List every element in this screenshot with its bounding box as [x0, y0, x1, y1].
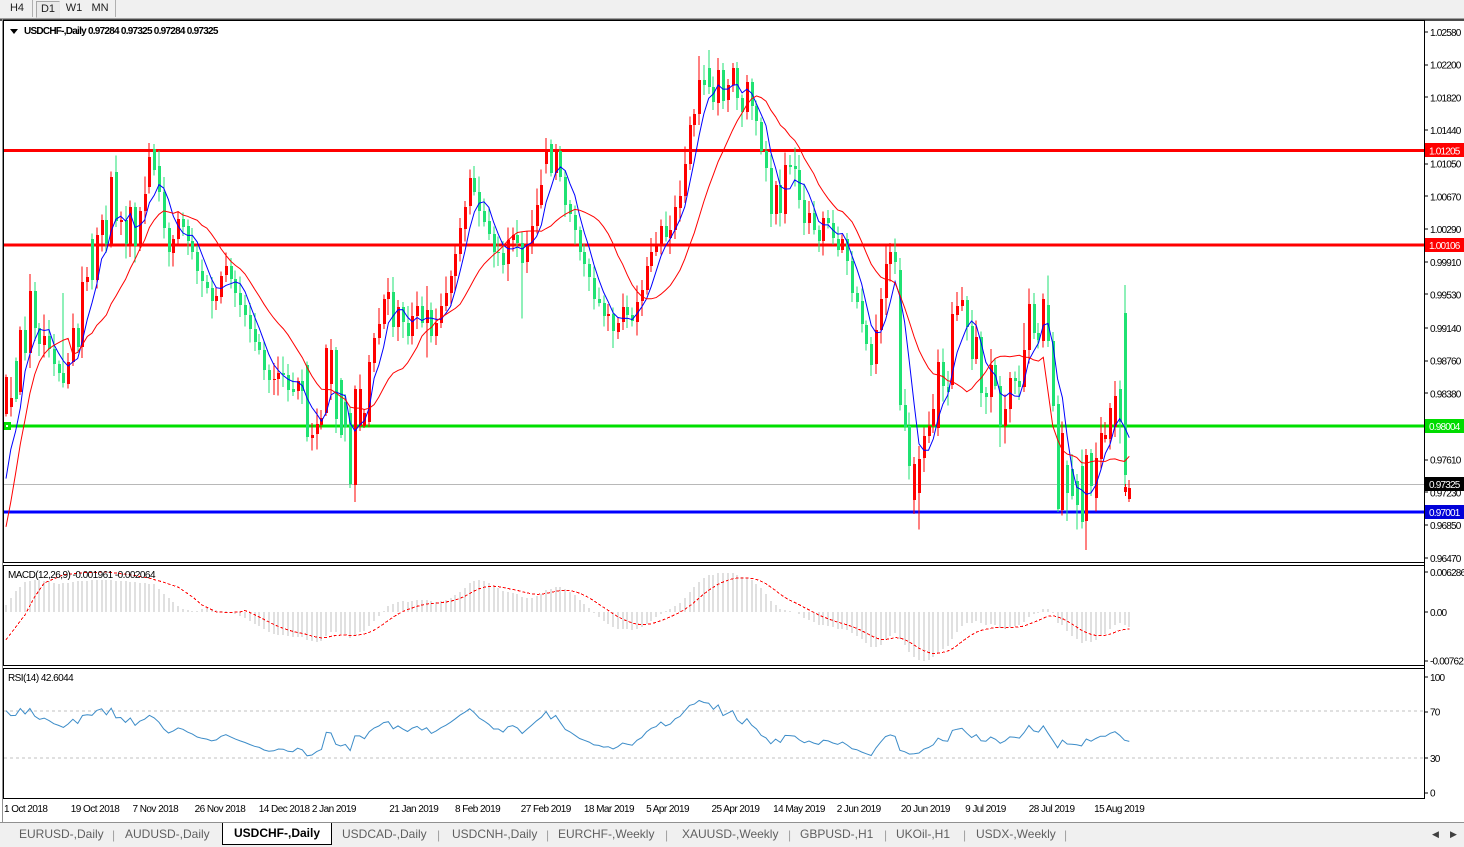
- svg-text:7 Nov 2018: 7 Nov 2018: [133, 804, 180, 815]
- svg-text:0.98004: 0.98004: [1429, 422, 1461, 433]
- svg-text:0: 0: [1430, 789, 1436, 800]
- svg-text:0.99140: 0.99140: [1430, 324, 1462, 335]
- svg-text:14 Dec 2018: 14 Dec 2018: [259, 804, 311, 815]
- svg-text:18 Mar 2019: 18 Mar 2019: [584, 804, 635, 815]
- svg-text:-0.00762: -0.00762: [1430, 657, 1464, 668]
- svg-text:21 Jan 2019: 21 Jan 2019: [389, 804, 439, 815]
- svg-text:1.00670: 1.00670: [1430, 192, 1462, 203]
- svg-text:1 Oct 2018: 1 Oct 2018: [4, 804, 48, 815]
- svg-text:25 Apr 2019: 25 Apr 2019: [712, 804, 761, 815]
- svg-text:1.00290: 1.00290: [1430, 225, 1462, 236]
- svg-text:15 Aug 2019: 15 Aug 2019: [1094, 804, 1145, 815]
- svg-text:19 Oct 2018: 19 Oct 2018: [71, 804, 120, 815]
- svg-text:0.99530: 0.99530: [1430, 290, 1462, 301]
- svg-text:0.97325: 0.97325: [1429, 480, 1461, 491]
- svg-text:1.01440: 1.01440: [1430, 126, 1462, 137]
- svg-text:14 May 2019: 14 May 2019: [773, 804, 826, 815]
- svg-text:MACD(12,26,9) -0.001961 -0.002: MACD(12,26,9) -0.001961 -0.002064: [8, 570, 156, 581]
- svg-text:5 Apr 2019: 5 Apr 2019: [646, 804, 690, 815]
- svg-text:0.96470: 0.96470: [1430, 554, 1462, 565]
- svg-text:1.01820: 1.01820: [1430, 93, 1462, 104]
- svg-text:0.00: 0.00: [1430, 608, 1448, 619]
- svg-text:RSI(14) 42.6044: RSI(14) 42.6044: [8, 673, 74, 684]
- svg-text:0.97001: 0.97001: [1429, 508, 1461, 519]
- svg-text:1.00106: 1.00106: [1429, 241, 1461, 252]
- svg-text:100: 100: [1430, 673, 1446, 684]
- svg-text:1.02580: 1.02580: [1430, 28, 1462, 39]
- svg-text:USDCHF-,Daily 0.97284 0.97325: USDCHF-,Daily 0.97284 0.97325 0.97284 0.…: [24, 26, 219, 37]
- svg-text:28 Jul 2019: 28 Jul 2019: [1029, 804, 1076, 815]
- svg-text:0.96850: 0.96850: [1430, 521, 1462, 532]
- svg-text:0.98760: 0.98760: [1430, 357, 1462, 368]
- svg-text:2 Jun 2019: 2 Jun 2019: [837, 804, 882, 815]
- svg-text:26 Nov 2018: 26 Nov 2018: [195, 804, 247, 815]
- svg-text:0.98380: 0.98380: [1430, 389, 1462, 400]
- svg-text:8 Feb 2019: 8 Feb 2019: [455, 804, 501, 815]
- svg-text:2 Jan 2019: 2 Jan 2019: [312, 804, 357, 815]
- svg-text:0.97230: 0.97230: [1430, 488, 1462, 499]
- svg-text:30: 30: [1430, 754, 1441, 765]
- svg-text:1.01050: 1.01050: [1430, 160, 1462, 171]
- svg-text:20 Jun 2019: 20 Jun 2019: [901, 804, 951, 815]
- svg-text:1.01205: 1.01205: [1429, 146, 1461, 157]
- svg-text:0.006286: 0.006286: [1430, 568, 1464, 579]
- svg-text:9 Jul 2019: 9 Jul 2019: [965, 804, 1007, 815]
- svg-text:0.99910: 0.99910: [1430, 258, 1462, 269]
- svg-text:70: 70: [1430, 708, 1441, 719]
- svg-text:27 Feb 2019: 27 Feb 2019: [521, 804, 572, 815]
- svg-text:0.97610: 0.97610: [1430, 456, 1462, 467]
- svg-text:1.02200: 1.02200: [1430, 61, 1462, 72]
